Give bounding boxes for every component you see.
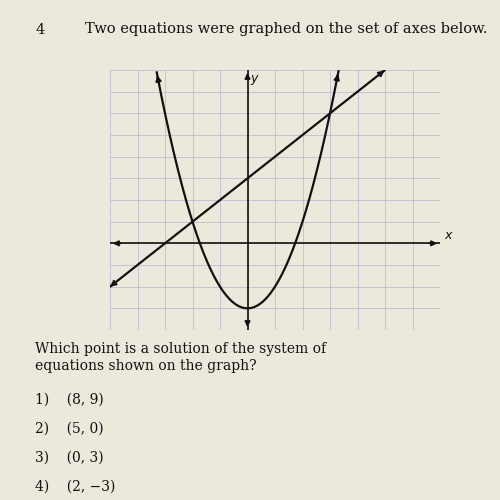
Text: 1)    (8, 9): 1) (8, 9) bbox=[35, 392, 104, 406]
Text: Two equations were graphed on the set of axes below.: Two equations were graphed on the set of… bbox=[85, 22, 487, 36]
Text: 4)    (2, −3): 4) (2, −3) bbox=[35, 480, 116, 494]
Text: Which point is a solution of the system of
equations shown on the graph?: Which point is a solution of the system … bbox=[35, 342, 326, 372]
Text: 4: 4 bbox=[35, 22, 44, 36]
Text: 2)    (5, 0): 2) (5, 0) bbox=[35, 422, 103, 436]
Text: y: y bbox=[250, 72, 258, 85]
Text: x: x bbox=[444, 229, 452, 242]
Text: 3)    (0, 3): 3) (0, 3) bbox=[35, 450, 103, 464]
